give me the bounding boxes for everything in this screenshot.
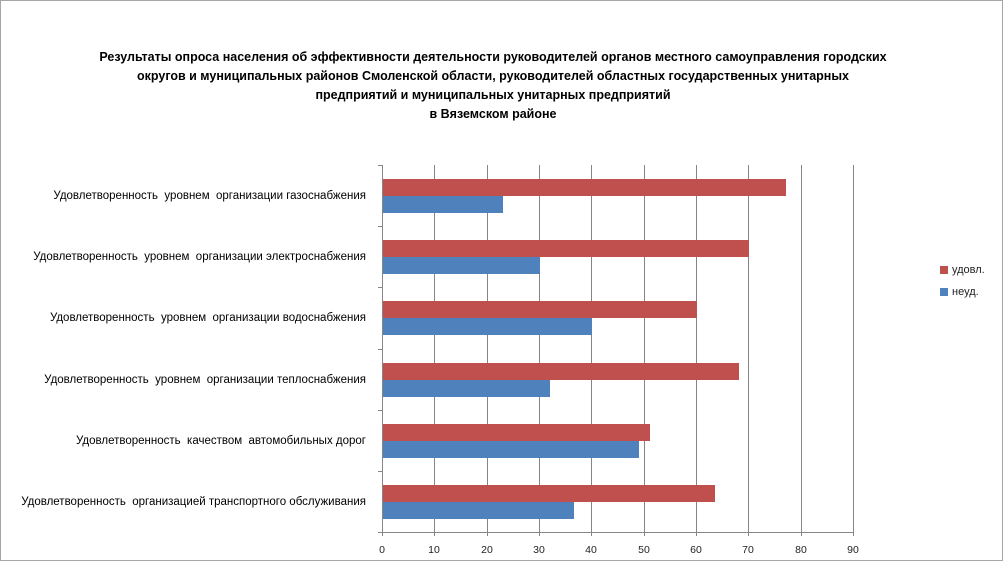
y-axis-tick: [378, 226, 383, 227]
bar-neud: [383, 380, 550, 397]
x-axis-tick: [853, 532, 854, 536]
y-axis-tick: [378, 287, 383, 288]
legend-item-udovl: удовл.: [940, 264, 985, 276]
category-label: Удовлетворенность уровнем организации эл…: [33, 250, 366, 263]
x-axis-tick-label: 10: [428, 544, 440, 556]
category-axis-labels: Удовлетворенность уровнем организации га…: [1, 165, 374, 532]
x-axis-labels: 0 10 20 30 40 50 60 70 80 90: [379, 544, 859, 558]
bar-neud: [383, 257, 540, 274]
category-label: Удовлетворенность уровнем организации га…: [53, 189, 366, 202]
chart-title-line: в Вяземском районе: [429, 107, 557, 121]
category-label: Удовлетворенность качеством автомобильны…: [76, 434, 366, 447]
category-label: Удовлетворенность уровнем организации те…: [44, 373, 366, 386]
bar-neud: [383, 441, 639, 458]
chart-title: Результаты опроса населения об эффективн…: [1, 48, 985, 124]
bar-udovl: [383, 485, 715, 502]
legend-label: удовл.: [952, 264, 985, 276]
gridline: [487, 165, 488, 532]
x-axis-tick-label: 50: [638, 544, 650, 556]
category-label: Удовлетворенность уровнем организации во…: [49, 311, 366, 324]
gridline: [696, 165, 697, 532]
y-axis-tick: [378, 410, 383, 411]
y-axis-tick: [378, 532, 383, 533]
y-axis-tick: [378, 349, 383, 350]
x-axis-tick: [644, 532, 645, 536]
legend-item-neud: неуд.: [940, 286, 985, 298]
x-axis-tick: [487, 532, 488, 536]
gridline: [591, 165, 592, 532]
x-axis-tick: [696, 532, 697, 536]
y-axis-tick: [378, 471, 383, 472]
gridline: [853, 165, 854, 532]
chart-title-line: округов и муниципальных районов Смоленск…: [137, 69, 849, 83]
legend: удовл. неуд.: [940, 264, 985, 308]
x-axis-tick: [539, 532, 540, 536]
bar-udovl: [383, 179, 786, 196]
bar-neud: [383, 196, 503, 213]
bar-neud: [383, 502, 574, 519]
x-axis-tick: [382, 532, 383, 536]
gridline: [801, 165, 802, 532]
bar-udovl: [383, 240, 749, 257]
bar-udovl: [383, 301, 697, 318]
x-axis-tick-label: 20: [481, 544, 493, 556]
legend-label: неуд.: [952, 286, 979, 298]
chart-title-line: Результаты опроса населения об эффективн…: [99, 50, 887, 64]
bar-udovl: [383, 363, 739, 380]
x-axis-tick-label: 30: [533, 544, 545, 556]
x-axis-tick-label: 70: [742, 544, 754, 556]
x-axis-tick: [801, 532, 802, 536]
bar-neud: [383, 318, 592, 335]
x-axis-tick-label: 0: [379, 544, 385, 556]
gridline: [434, 165, 435, 532]
x-axis-tick: [748, 532, 749, 536]
gridline: [644, 165, 645, 532]
legend-swatch-udovl: [940, 266, 948, 274]
x-axis-tick-label: 40: [585, 544, 597, 556]
x-axis-tick-label: 60: [690, 544, 702, 556]
gridline: [748, 165, 749, 532]
legend-swatch-neud: [940, 288, 948, 296]
plot-area: [378, 165, 854, 536]
x-axis-tick-label: 90: [847, 544, 859, 556]
x-axis-tick: [591, 532, 592, 536]
category-label: Удовлетворенность организацией транспорт…: [21, 495, 366, 508]
gridline: [539, 165, 540, 532]
y-axis-tick: [378, 165, 383, 166]
chart-title-line: предприятий и муниципальных унитарных пр…: [315, 88, 671, 102]
bar-udovl: [383, 424, 650, 441]
x-axis-tick-label: 80: [795, 544, 807, 556]
x-axis-tick: [434, 532, 435, 536]
